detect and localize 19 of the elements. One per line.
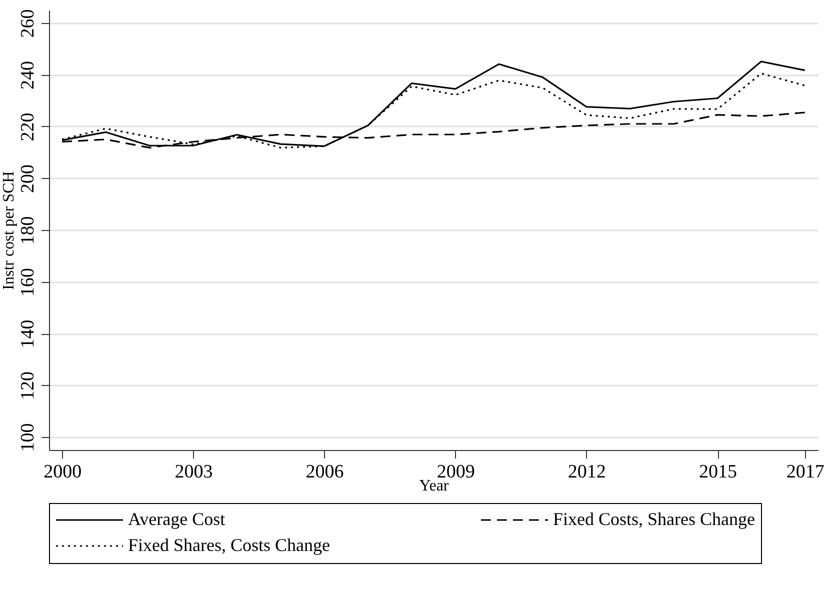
x-tick-label: 2012	[568, 462, 606, 482]
x-tick-label: 2003	[174, 462, 213, 482]
y-tick-label: 260	[18, 9, 38, 38]
x-tick-label: 2006	[306, 462, 344, 482]
x-tick-label: 2015	[699, 462, 738, 482]
x-tick-label: 2000	[44, 462, 82, 482]
y-tick-label: 220	[18, 112, 38, 142]
y-tick-label: 240	[18, 60, 38, 90]
legend-label: Average Cost	[128, 509, 226, 529]
y-tick-label: 100	[18, 423, 38, 452]
x-tick-label: 2017	[786, 462, 824, 482]
y-tick-label: 140	[18, 320, 38, 348]
y-tick-label: 160	[18, 268, 38, 297]
legend-label: Fixed Costs, Shares Change	[553, 509, 755, 529]
y-tick-label: 120	[18, 372, 38, 400]
y-tick-label: 180	[18, 216, 38, 245]
y-tick-label: 200	[18, 164, 38, 193]
legend-label: Fixed Shares, Costs Change	[128, 535, 330, 555]
y-axis-title: Instr cost per SCH	[0, 170, 18, 290]
